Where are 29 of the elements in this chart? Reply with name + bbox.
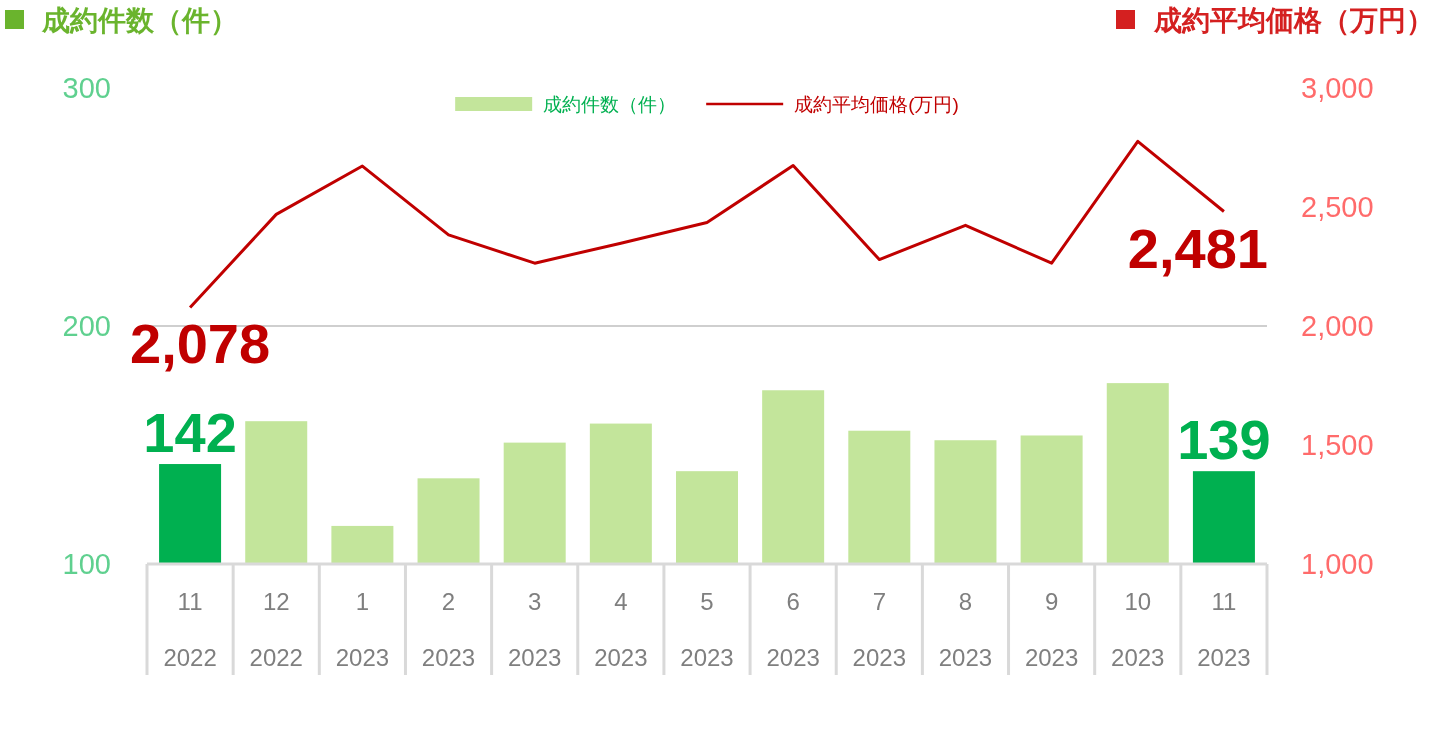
category-label: 9 2023 [1024, 587, 1079, 671]
category-label: 11 2023 [1197, 587, 1251, 671]
y2-tick-label: 3,000 [1301, 72, 1374, 104]
y2-tick-label: 2,000 [1301, 310, 1374, 342]
y2-tick-label: 1,500 [1301, 429, 1374, 461]
y2-tick-label: 1,000 [1301, 548, 1374, 580]
y-tick-label: 100 [62, 548, 111, 580]
category-label: 7 2023 [852, 587, 906, 671]
category-label: 4 2023 [594, 587, 648, 671]
value-label: 2,078 [130, 312, 271, 376]
y2-tick-label: 2,500 [1301, 191, 1374, 223]
y-tick-label: 300 [62, 72, 111, 104]
y-axis-title: 成約件数（件） [42, 4, 238, 36]
category-label: 2 2023 [421, 587, 476, 671]
category-label: 5 2023 [680, 587, 734, 671]
y-tick-label: 200 [62, 310, 111, 342]
category-label: 12 2022 [249, 587, 303, 671]
legend-label: 成約件数（件） [543, 93, 677, 115]
category-label: 6 2023 [766, 587, 820, 671]
y2-axis-title: 成約平均価格（万円） [1154, 4, 1434, 36]
category-label: 11 2022 [163, 587, 217, 671]
category-label: 8 2023 [938, 587, 993, 671]
value-label: 142 [143, 401, 237, 465]
category-label: 10 2023 [1111, 587, 1165, 671]
value-label: 2,481 [1127, 216, 1268, 280]
value-label: 139 [1177, 408, 1271, 472]
legend-label: 成約平均価格(万円) [794, 93, 959, 115]
category-label: 1 2023 [335, 587, 390, 671]
category-label: 3 2023 [508, 587, 562, 671]
